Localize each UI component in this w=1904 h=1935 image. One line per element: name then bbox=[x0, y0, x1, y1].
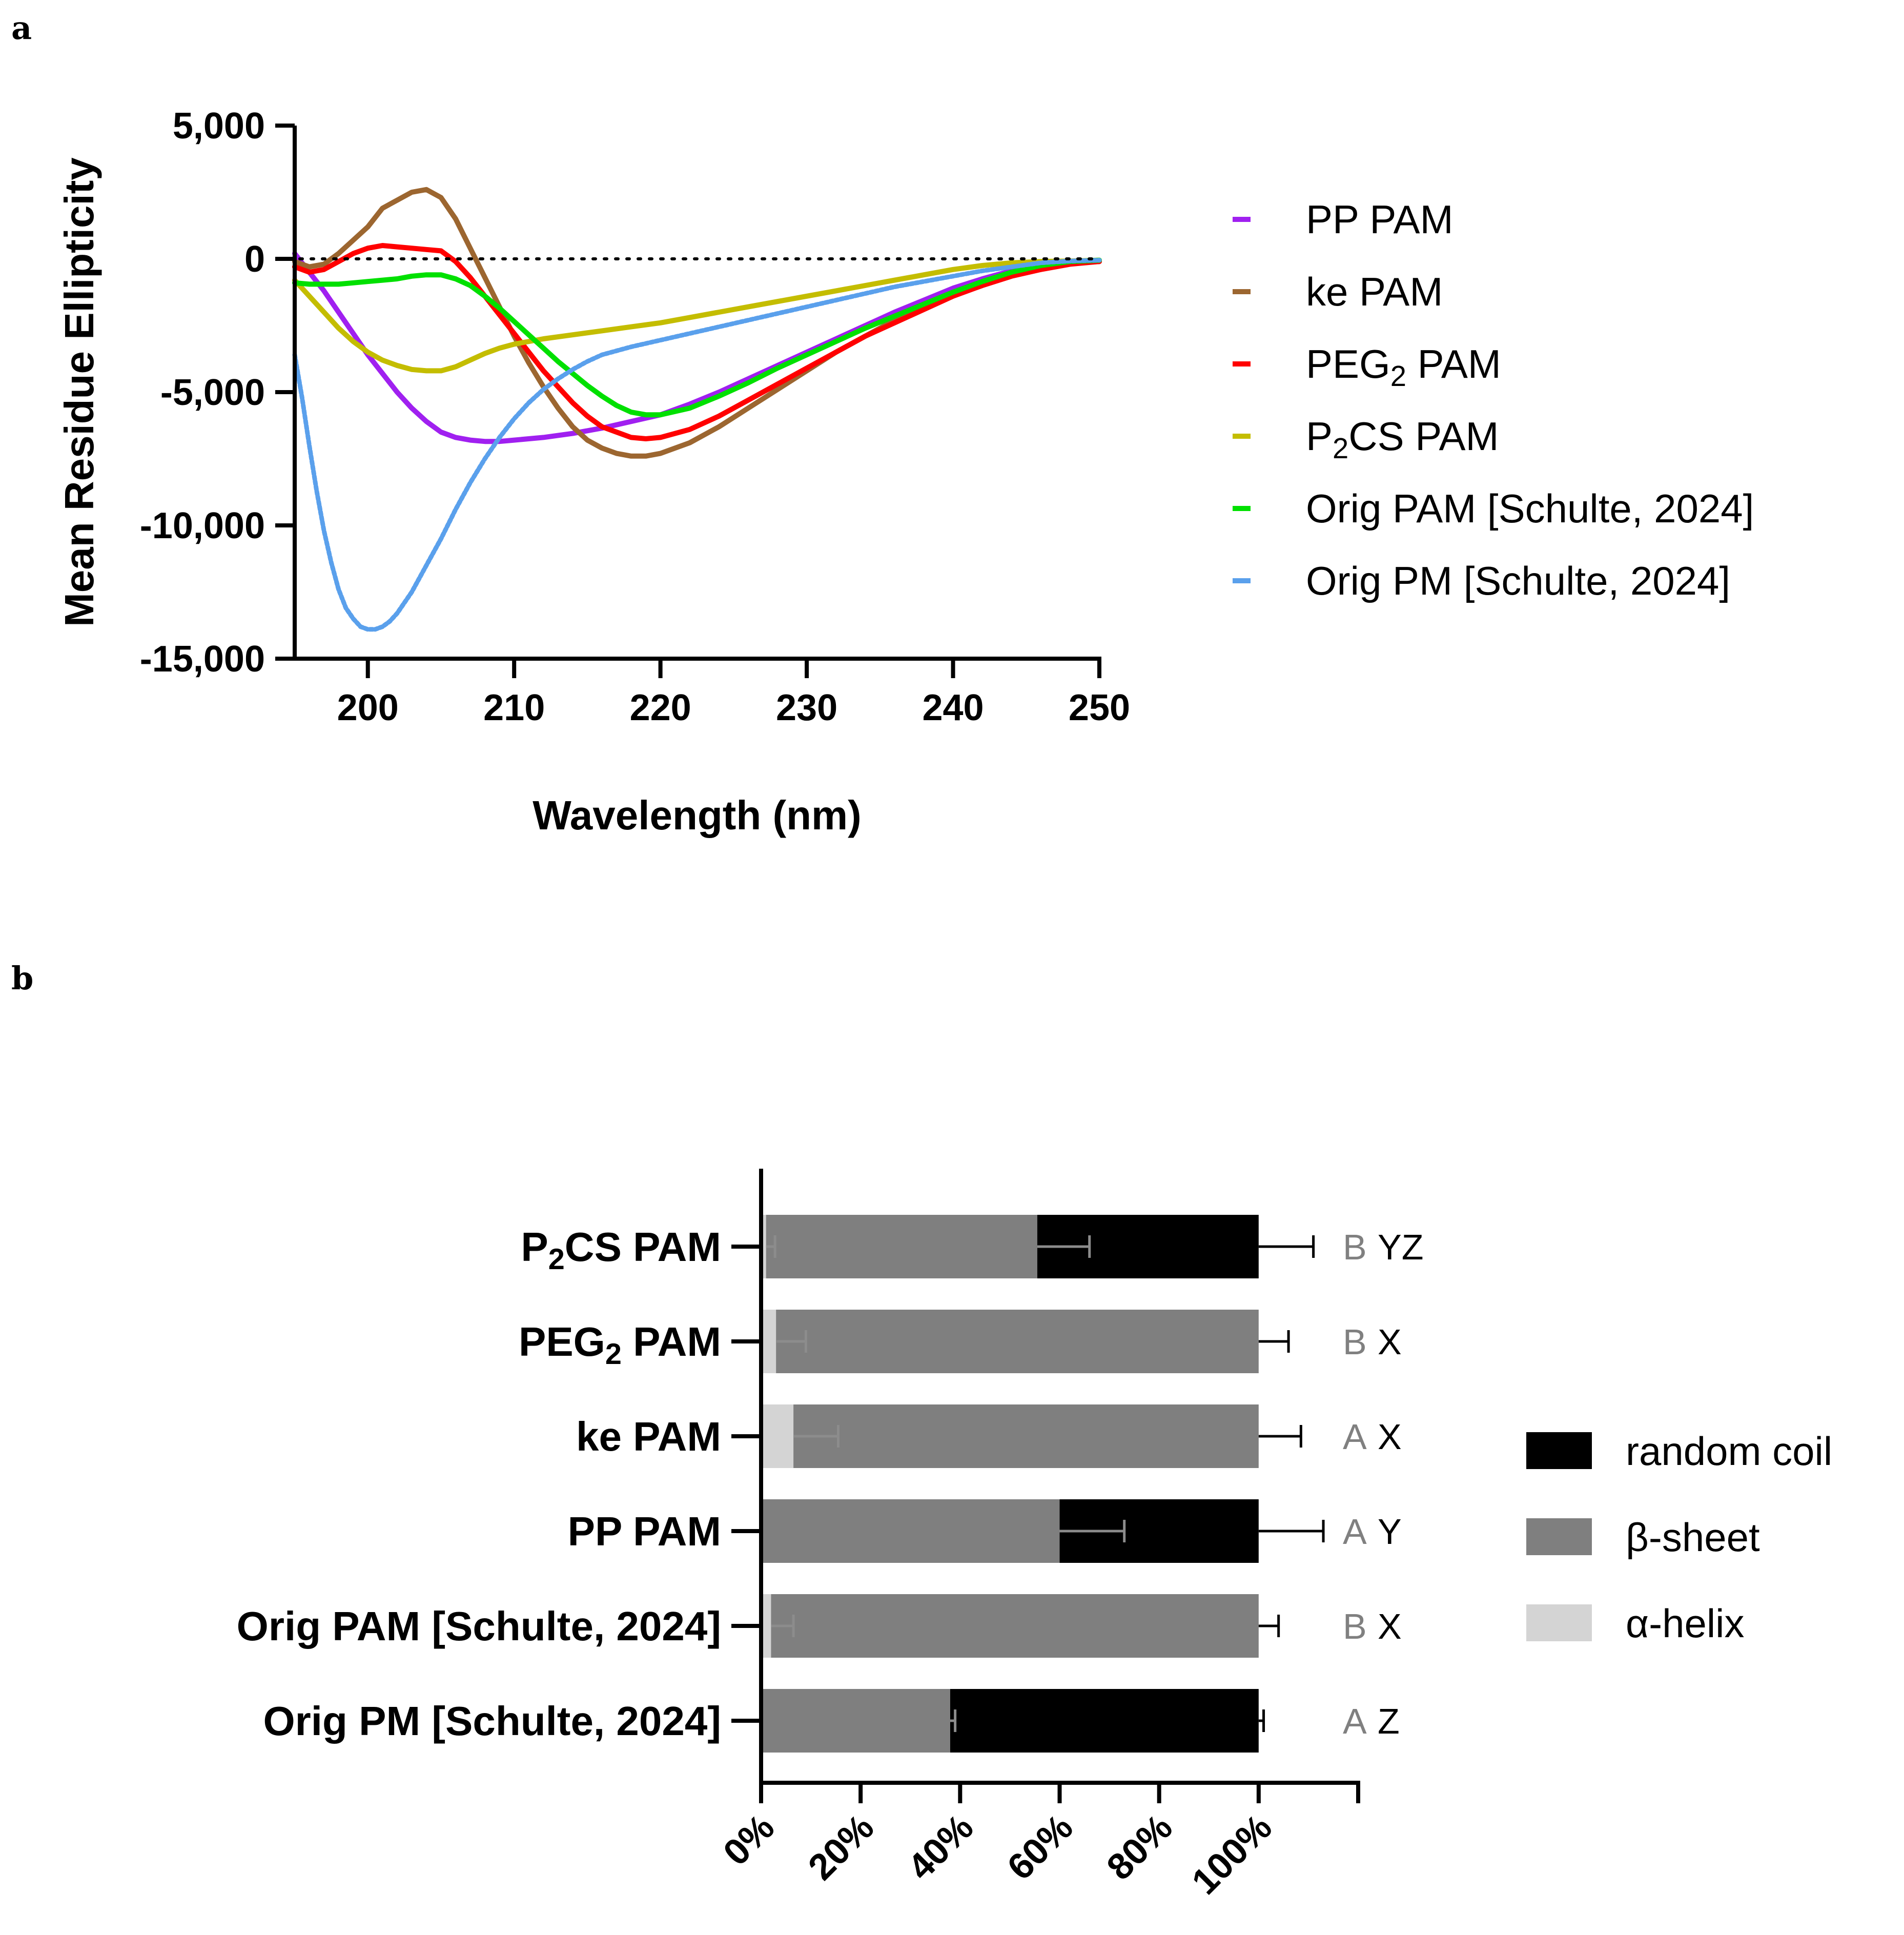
structure-legend-swatch bbox=[1526, 1518, 1592, 1555]
cd-legend-label: P2CS PAM bbox=[1306, 414, 1499, 464]
cd-x-tick-label: 230 bbox=[776, 687, 837, 728]
category-label: P2CS PAM bbox=[521, 1224, 721, 1276]
cd-series-line-2 bbox=[292, 187, 1102, 459]
structure-x-tick-label: 20% bbox=[801, 1807, 882, 1888]
cd-y-axis-title: Mean Residue Ellipticity bbox=[56, 157, 102, 627]
cd-x-tick-label: 200 bbox=[337, 687, 399, 728]
cd-y-tick-label: -5,000 bbox=[160, 372, 265, 413]
bar-segment-sheet bbox=[761, 1499, 1060, 1563]
cd-x-axis-title: Wavelength (nm) bbox=[533, 792, 861, 838]
structure-x-tick-label: 80% bbox=[1099, 1807, 1180, 1888]
cd-y-tick-label: 0 bbox=[244, 239, 265, 280]
category-label: Orig PM [Schulte, 2024] bbox=[263, 1698, 721, 1744]
structure-legend-swatch bbox=[1526, 1432, 1592, 1469]
significance-group-1: B bbox=[1343, 1606, 1367, 1646]
cd-x-tick-label: 220 bbox=[630, 687, 691, 728]
cd-spectrum-chart: 5,000 0 -5,000 -10,000 -15,000 200 210 220 230 24… bbox=[56, 106, 1754, 838]
significance-group-2: X bbox=[1378, 1417, 1402, 1457]
cd-y-tick-label: -10,000 bbox=[140, 505, 265, 546]
cd-legend-label: Orig PM [Schulte, 2024] bbox=[1306, 558, 1730, 603]
category-label: ke PAM bbox=[576, 1414, 721, 1459]
structure-legend-label: random coil bbox=[1626, 1429, 1832, 1474]
cd-series-line-1 bbox=[292, 251, 1102, 444]
bar-segment-helix bbox=[761, 1215, 766, 1278]
significance-group-2: X bbox=[1378, 1322, 1402, 1362]
structure-x-tick-label: 0% bbox=[715, 1807, 782, 1873]
panel-b-letter: b bbox=[11, 960, 33, 997]
category-label: PP PAM bbox=[568, 1509, 721, 1554]
cd-spectra-lines bbox=[292, 187, 1102, 632]
cd-series-line-4 bbox=[292, 257, 1102, 374]
structure-x-tick-label: 60% bbox=[999, 1807, 1080, 1888]
significance-group-1: B bbox=[1343, 1227, 1367, 1267]
cd-legend-label: Orig PAM [Schulte, 2024] bbox=[1306, 486, 1754, 531]
bar-segment-helix bbox=[761, 1404, 794, 1468]
bar-segment-sheet bbox=[776, 1310, 1259, 1373]
bar-segment-sheet bbox=[766, 1215, 1037, 1278]
cd-legend-label: ke PAM bbox=[1306, 269, 1443, 314]
bar-segment-helix bbox=[761, 1594, 771, 1658]
structure-legend-swatch bbox=[1526, 1604, 1592, 1641]
structure-bars bbox=[761, 1215, 1259, 1753]
significance-group-2: X bbox=[1378, 1606, 1402, 1646]
panel-a-letter: a bbox=[11, 9, 32, 47]
cd-legend-label: PEG2 PAM bbox=[1306, 341, 1501, 392]
significance-group-1: A bbox=[1343, 1701, 1367, 1741]
structure-legend-label: α-helix bbox=[1626, 1601, 1745, 1646]
cd-y-tick-label: -15,000 bbox=[140, 639, 265, 680]
structure-error-bars bbox=[766, 1235, 1325, 1732]
cd-y-tick-label: 5,000 bbox=[173, 106, 265, 147]
significance-group-1: A bbox=[1343, 1512, 1367, 1552]
bar-segment-sheet bbox=[761, 1689, 950, 1753]
cd-axes: 5,000 0 -5,000 -10,000 -15,000 200 210 220 230 24… bbox=[140, 106, 1130, 728]
category-label: PEG2 PAM bbox=[519, 1319, 721, 1371]
cd-x-tick-label: 250 bbox=[1069, 687, 1130, 728]
significance-group-1: B bbox=[1343, 1322, 1367, 1362]
cd-series-line-6 bbox=[292, 258, 1102, 632]
cd-x-tick-label: 240 bbox=[922, 687, 984, 728]
bar-segment-sheet bbox=[793, 1404, 1259, 1468]
bar-segment-randomcoil bbox=[950, 1689, 1259, 1753]
secondary-structure-chart: P2CS PAM PEG2 PAM ke PAM PP PAM Orig PAM [Sc… bbox=[237, 1169, 1832, 1903]
cd-legend: PP PAM ke PAM PEG2 PAM P2CS PAM Orig PAM [Sc… bbox=[1233, 197, 1754, 603]
cd-series-line-3 bbox=[292, 243, 1102, 441]
structure-x-tick-label: 100% bbox=[1184, 1807, 1280, 1903]
significance-group-2: Y bbox=[1378, 1512, 1402, 1552]
significance-group-2: Z bbox=[1378, 1701, 1400, 1741]
cd-series-line-5 bbox=[292, 257, 1102, 418]
structure-legend-label: β-sheet bbox=[1626, 1515, 1760, 1560]
bar-segment-helix bbox=[761, 1310, 776, 1373]
bar-segment-sheet bbox=[771, 1594, 1259, 1658]
structure-x-tick-label: 40% bbox=[900, 1807, 981, 1888]
structure-legend: random coil β-sheet α-helix bbox=[1526, 1429, 1832, 1646]
cd-x-tick-label: 210 bbox=[483, 687, 545, 728]
significance-group-1: A bbox=[1343, 1417, 1367, 1457]
significance-letters: B YZB XA XA YB XA Z bbox=[1343, 1227, 1423, 1741]
significance-group-2: YZ bbox=[1378, 1227, 1423, 1267]
cd-legend-label: PP PAM bbox=[1306, 197, 1453, 242]
category-label: Orig PAM [Schulte, 2024] bbox=[237, 1603, 721, 1649]
